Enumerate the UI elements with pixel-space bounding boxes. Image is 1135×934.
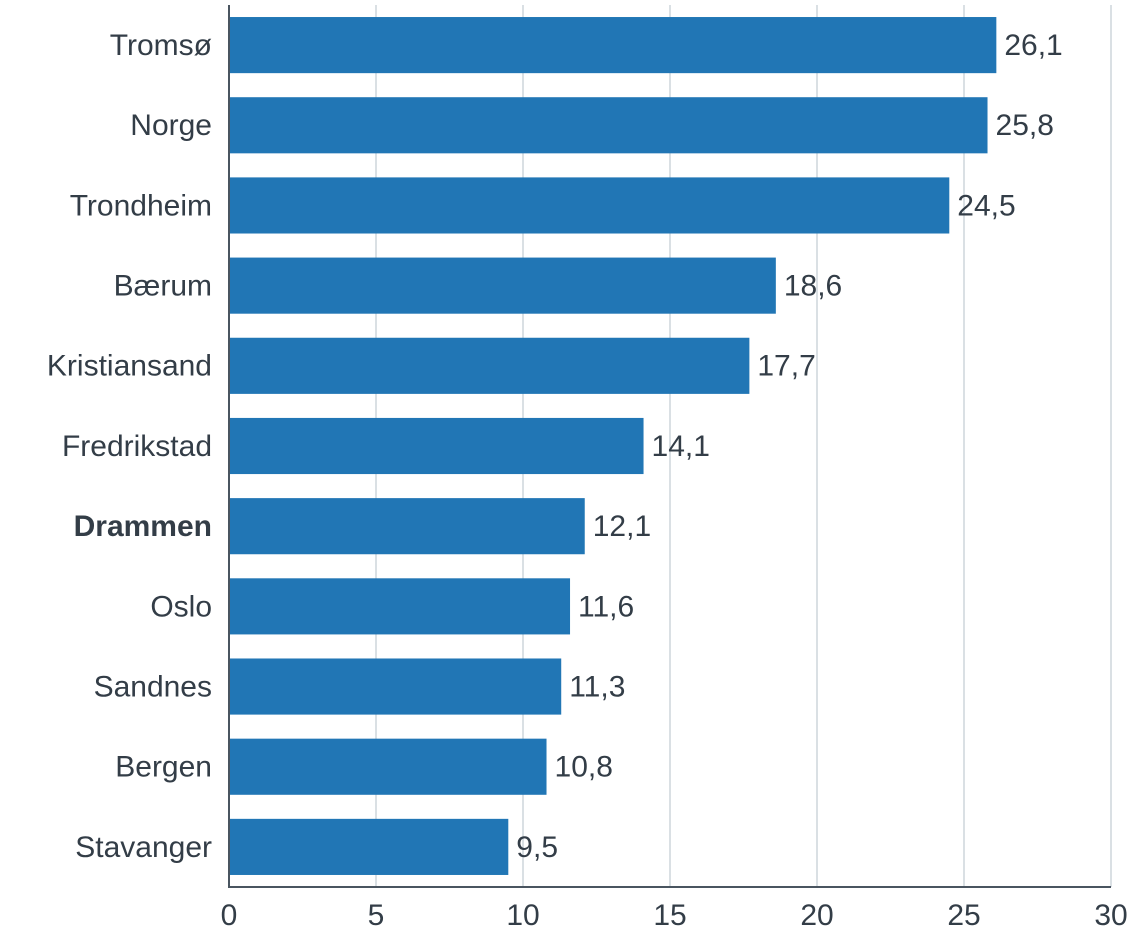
y-tick-label: Fredrikstad [62, 430, 212, 463]
data-label: 26,1 [1004, 29, 1062, 62]
bar [229, 257, 776, 314]
bar [229, 177, 950, 234]
data-label: 12,1 [593, 510, 651, 543]
data-label: 11,3 [569, 670, 625, 703]
y-tick-label: Drammen [74, 510, 212, 543]
x-tick-label: 10 [506, 899, 539, 932]
y-tick-label: Kristiansand [47, 350, 212, 383]
y-tick-label: Norge [130, 109, 212, 142]
x-tick-label: 30 [1094, 899, 1127, 932]
x-tick-label: 15 [653, 899, 686, 932]
x-tick-label: 20 [800, 899, 833, 932]
y-tick-label: Oslo [150, 590, 212, 623]
x-tick-label: 0 [221, 899, 238, 932]
data-label: 11,6 [578, 590, 634, 623]
bar [229, 578, 571, 635]
y-tick-label: Sandnes [94, 670, 212, 703]
data-label: 25,8 [996, 109, 1054, 142]
y-tick-label: Trondheim [70, 189, 212, 222]
bar [229, 738, 547, 795]
x-tick-label: 25 [947, 899, 980, 932]
y-tick-label: Stavanger [75, 831, 212, 864]
bar [229, 658, 562, 715]
data-label: 10,8 [555, 751, 613, 784]
data-label: 14,1 [652, 430, 710, 463]
x-tick-label: 5 [368, 899, 385, 932]
bar [229, 818, 509, 875]
bar [229, 417, 644, 475]
data-label: 24,5 [957, 189, 1015, 222]
data-label: 18,6 [784, 270, 842, 303]
bar [229, 17, 997, 74]
data-label: 17,7 [757, 350, 815, 383]
y-tick-label: Tromsø [110, 29, 212, 62]
y-tick-label: Bergen [115, 751, 212, 784]
bar [229, 337, 750, 394]
data-label: 9,5 [516, 831, 558, 864]
bar [229, 498, 585, 555]
bar [229, 97, 988, 154]
y-tick-label: Bærum [114, 270, 212, 303]
